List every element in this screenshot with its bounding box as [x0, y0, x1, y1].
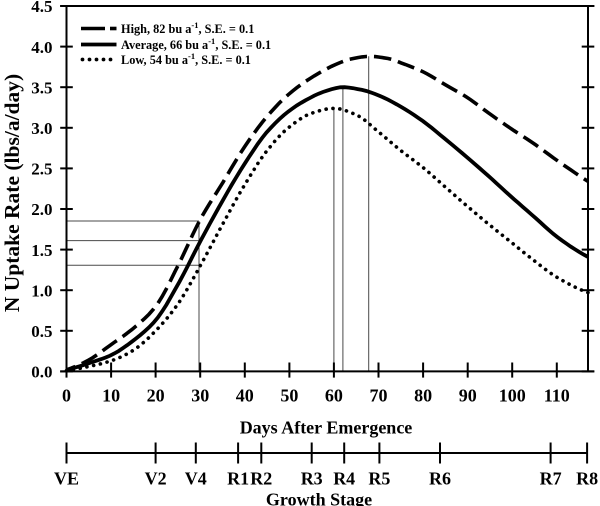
svg-text:3.0: 3.0	[31, 119, 52, 138]
svg-text:Growth Stage: Growth Stage	[266, 490, 372, 506]
svg-text:N Uptake Rate (lbs/a/day): N Uptake Rate (lbs/a/day)	[0, 74, 24, 312]
svg-text:R8: R8	[576, 469, 598, 489]
svg-text:1.5: 1.5	[31, 241, 52, 260]
svg-text:2.0: 2.0	[31, 200, 52, 219]
svg-text:R2: R2	[250, 469, 272, 489]
svg-text:R4: R4	[333, 469, 355, 489]
svg-text:100: 100	[499, 386, 526, 406]
svg-text:3.5: 3.5	[31, 78, 52, 97]
svg-text:40: 40	[236, 386, 254, 406]
svg-text:0.5: 0.5	[31, 322, 52, 341]
svg-text:0: 0	[62, 386, 71, 406]
svg-text:V2: V2	[145, 469, 167, 489]
svg-text:20: 20	[147, 386, 165, 406]
svg-text:110: 110	[544, 386, 570, 406]
svg-text:V4: V4	[185, 469, 207, 489]
svg-text:R7: R7	[540, 469, 562, 489]
svg-text:60: 60	[325, 386, 343, 406]
svg-text:90: 90	[459, 386, 477, 406]
svg-text:Low, 54 bu a-1, S.E. = 0.1: Low, 54 bu a-1, S.E. = 0.1	[121, 51, 251, 67]
svg-text:Days After Emergence: Days After Emergence	[240, 418, 413, 438]
svg-text:R6: R6	[429, 469, 451, 489]
svg-text:2.5: 2.5	[31, 160, 52, 179]
svg-text:R3: R3	[301, 469, 323, 489]
svg-text:VE: VE	[54, 469, 79, 489]
svg-text:4.0: 4.0	[31, 38, 52, 57]
svg-text:1.0: 1.0	[31, 281, 52, 300]
svg-text:R5: R5	[368, 469, 390, 489]
svg-text:30: 30	[191, 386, 209, 406]
svg-text:70: 70	[370, 386, 388, 406]
svg-text:80: 80	[414, 386, 432, 406]
svg-text:50: 50	[280, 386, 298, 406]
svg-text:Average, 66 bu a-1, S.E. = 0.1: Average, 66 bu a-1, S.E. = 0.1	[121, 36, 271, 52]
svg-text:High, 82 bu a-1, S.E. = 0.1: High, 82 bu a-1, S.E. = 0.1	[121, 20, 254, 36]
svg-text:10: 10	[102, 386, 120, 406]
svg-text:4.5: 4.5	[31, 0, 52, 16]
svg-text:0.0: 0.0	[31, 363, 52, 382]
svg-text:R1: R1	[227, 469, 249, 489]
